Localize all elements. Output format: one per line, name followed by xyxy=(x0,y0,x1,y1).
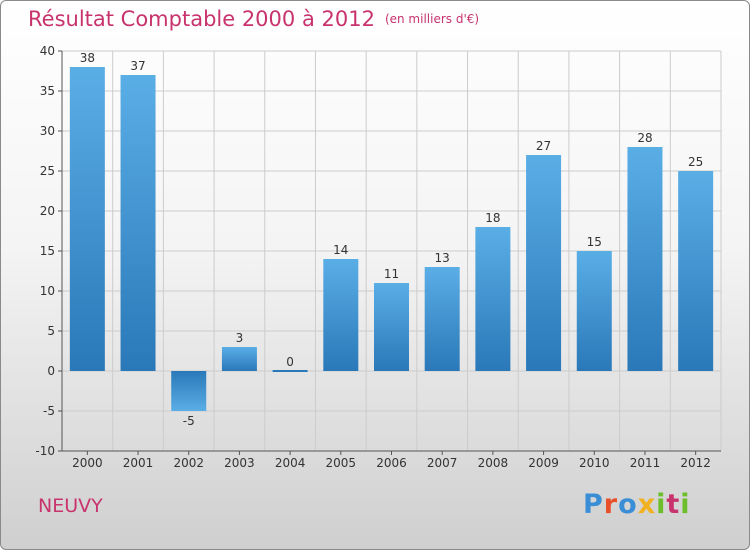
data-label: 25 xyxy=(688,155,703,169)
y-tick-label: 35 xyxy=(40,84,55,98)
bar-2008 xyxy=(475,227,511,371)
y-tick-label: -10 xyxy=(35,444,55,458)
data-label: 14 xyxy=(333,243,348,257)
data-label: 38 xyxy=(80,51,95,65)
x-tick-label: 2000 xyxy=(72,456,103,470)
x-tick-label: 2011 xyxy=(630,456,661,470)
bar-2003 xyxy=(221,347,257,371)
bar-2000 xyxy=(69,67,105,371)
data-labels: 38 37 -5 3 0 14 11 13 18 27 15 28 25 xyxy=(80,51,704,428)
y-tick-label: -5 xyxy=(43,404,55,418)
bar-2011 xyxy=(627,147,663,371)
x-tick-label: 2002 xyxy=(173,456,204,470)
bar-2002 xyxy=(171,371,207,411)
data-label: 13 xyxy=(435,251,450,265)
bar-2012 xyxy=(678,171,714,371)
y-tick-label: 30 xyxy=(40,124,55,138)
chart-title-text: Résultat Comptable 2000 à 2012 xyxy=(28,7,375,31)
data-label: 11 xyxy=(384,267,399,281)
data-label: -5 xyxy=(183,414,195,428)
bars xyxy=(69,67,714,411)
bar-2006 xyxy=(374,283,409,371)
y-tick-label: 15 xyxy=(40,244,55,258)
logo-letter: i xyxy=(656,489,667,520)
data-label: 37 xyxy=(130,59,145,73)
y-tick-label: 20 xyxy=(40,204,55,218)
bar-2009 xyxy=(526,155,562,371)
x-tick-label: 2001 xyxy=(123,456,154,470)
logo-letter: t xyxy=(666,489,681,520)
data-label: 18 xyxy=(485,211,500,225)
x-tick-label: 2010 xyxy=(579,456,610,470)
chart-unit-label: (en milliers d'€) xyxy=(384,12,480,26)
x-tick-label: 2003 xyxy=(224,456,255,470)
grid xyxy=(61,50,722,452)
x-tick-label: 2007 xyxy=(427,456,458,470)
bar-2007 xyxy=(424,267,460,371)
y-tick-label: 5 xyxy=(47,324,55,338)
chart-title: Résultat Comptable 2000 à 2012 (en millie… xyxy=(28,7,479,31)
x-tick-label: 2005 xyxy=(326,456,357,470)
y-tick-label: 40 xyxy=(40,44,55,58)
x-tick-label: 2012 xyxy=(680,456,711,470)
bar-2005 xyxy=(323,259,359,371)
logo-letter: o xyxy=(618,489,638,520)
y-tick-label: 0 xyxy=(47,364,55,378)
bar-2001 xyxy=(120,75,156,371)
y-tick-label: 10 xyxy=(40,284,55,298)
logo-letter: P xyxy=(583,489,604,520)
x-tick-label: 2004 xyxy=(275,456,306,470)
y-tick-label: 25 xyxy=(40,164,55,178)
commune-name: NEUVY xyxy=(38,495,103,517)
x-tick-label: 2008 xyxy=(478,456,509,470)
x-tick-label: 2009 xyxy=(528,456,559,470)
data-label: 28 xyxy=(637,131,652,145)
x-tick-label: 2006 xyxy=(376,456,407,470)
proxiti-logo: Proxiti xyxy=(583,489,691,520)
data-label: 27 xyxy=(536,139,551,153)
bar-2010 xyxy=(576,251,612,371)
data-label: 15 xyxy=(587,235,602,249)
logo-letter: r xyxy=(603,489,619,520)
data-label: 3 xyxy=(236,331,244,345)
logo-letter: x xyxy=(637,489,657,520)
data-label: 0 xyxy=(286,355,294,369)
logo-letter: i xyxy=(680,489,691,520)
